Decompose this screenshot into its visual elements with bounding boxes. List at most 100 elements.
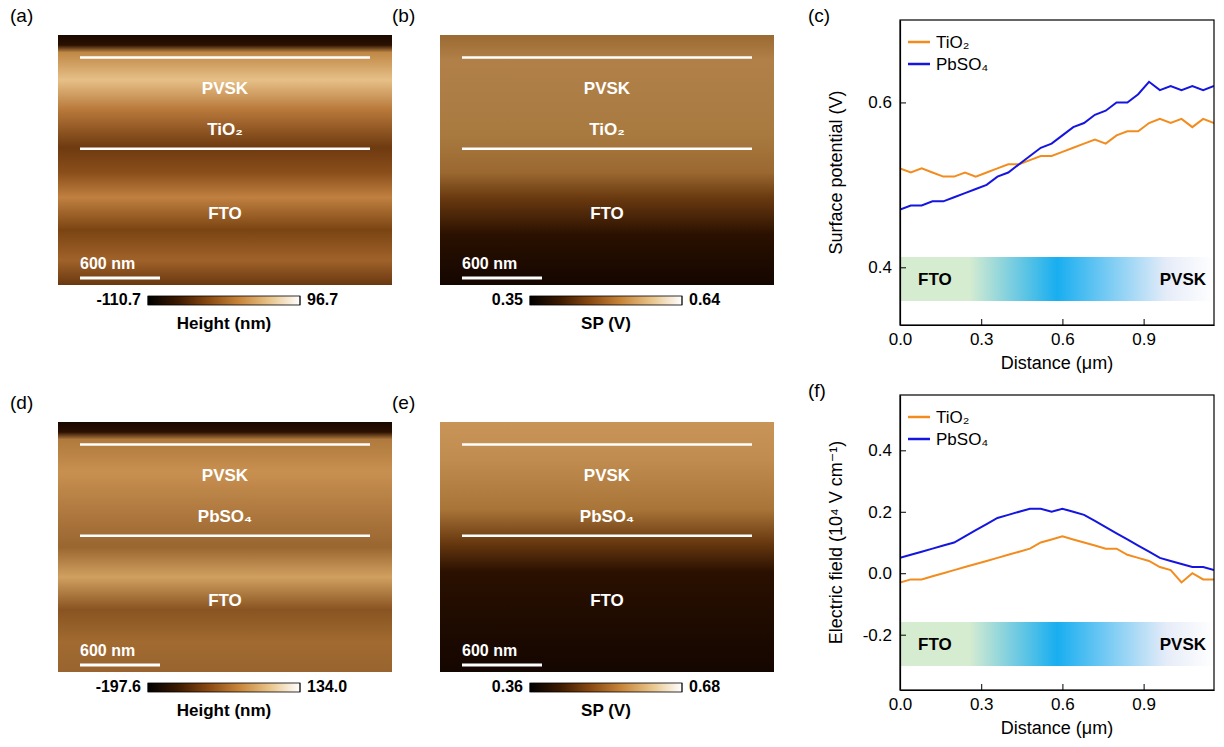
tick-mark xyxy=(900,102,906,103)
tick: 0.4 xyxy=(868,441,906,460)
axis-line xyxy=(901,690,1215,691)
legend-label: PbSO₄ xyxy=(936,430,988,449)
tick-label: 0.3 xyxy=(970,695,994,714)
axis-line xyxy=(900,396,901,691)
tick-label: 0.0 xyxy=(889,330,913,349)
tick: 0.3 xyxy=(970,319,994,349)
scale-bar-label: 600 nm xyxy=(80,255,135,272)
interface-line xyxy=(80,148,370,151)
colorbar-tick-label: -110.7 xyxy=(97,291,142,308)
panel-label: (d) xyxy=(10,392,33,413)
afm-map xyxy=(440,422,774,672)
tick-mark xyxy=(1062,684,1063,690)
tick-label: 0.9 xyxy=(1132,695,1156,714)
scale-bar-label: 600 nm xyxy=(80,642,135,659)
panel-label: (a) xyxy=(10,5,33,26)
y-axis: 0.4 0.6 xyxy=(868,21,906,326)
layer-label: PbSO₄ xyxy=(580,507,634,526)
layer-label: PbSO₄ xyxy=(198,507,252,526)
tick: -0.2 xyxy=(863,626,906,645)
layer-label: FTO xyxy=(208,204,242,223)
axis-line xyxy=(900,21,901,326)
figure: PVSK TiO₂ FTO 600 nm (a) -110.7 96.7 Height (nm… xyxy=(0,0,1224,747)
tick-mark xyxy=(1062,319,1063,325)
band-label: FTO xyxy=(918,270,952,289)
x-axis: 0.00.30.60.9 xyxy=(889,684,1215,714)
colorbar-tick-label: 0.68 xyxy=(689,678,720,695)
scale-bar xyxy=(80,664,160,667)
tick: 0.6 xyxy=(868,93,906,112)
colorbar-tick xyxy=(530,296,531,305)
layer-label: TiO₂ xyxy=(207,120,243,139)
tick-mark xyxy=(1144,684,1145,690)
panel-label: (f) xyxy=(808,380,826,401)
tick-label: 0.6 xyxy=(1051,695,1075,714)
afm-map xyxy=(58,35,392,285)
tick-label: 0.4 xyxy=(868,441,892,460)
tick-mark xyxy=(981,319,982,325)
panel-label: (b) xyxy=(392,5,415,26)
colorbar xyxy=(148,683,300,692)
band-label: FTO xyxy=(918,635,952,654)
interface-line xyxy=(80,56,370,59)
tick-label: 0.3 xyxy=(970,330,994,349)
colorbar-tick xyxy=(148,296,149,305)
tick-label: 0.0 xyxy=(868,564,892,583)
tick-label: 0.6 xyxy=(1051,330,1075,349)
legend-label: TiO₂ xyxy=(936,408,969,427)
layer-label: FTO xyxy=(590,591,624,610)
colorbar-tick-label: 0.36 xyxy=(492,678,523,695)
layer-label: PVSK xyxy=(202,79,249,98)
line-panel: FTOPVSK0.00.30.60.90.40.6Distance (μm)Su… xyxy=(808,5,1215,373)
colorbar-title: SP (V) xyxy=(581,314,631,333)
afm-map xyxy=(440,35,774,285)
x-axis-title: Distance (μm) xyxy=(1001,718,1113,738)
colorbar-tick xyxy=(530,683,531,692)
plot-area xyxy=(900,82,1214,301)
colorbar-tick xyxy=(682,296,683,305)
tick: 0.2 xyxy=(868,503,906,522)
band-label: PVSK xyxy=(1160,270,1207,289)
afm-map xyxy=(58,422,392,672)
position-band xyxy=(900,622,1214,666)
interface-line xyxy=(462,535,752,538)
tick-mark xyxy=(900,573,906,574)
panel-label: (c) xyxy=(808,5,830,26)
scale-bar xyxy=(462,277,542,280)
image-panel: PVSK TiO₂ FTO 600 nm (a) -110.7 96.7 Height (nm… xyxy=(10,5,392,333)
tick-label: -0.2 xyxy=(863,626,892,645)
colorbar-title: Height (nm) xyxy=(177,701,271,720)
legend: TiO₂ PbSO₄ xyxy=(908,33,988,74)
legend-swatch xyxy=(908,438,930,441)
tick-label: 0.6 xyxy=(868,93,892,112)
series-line xyxy=(900,509,1214,570)
colorbar xyxy=(148,296,300,305)
tick-mark xyxy=(981,684,982,690)
legend-label: TiO₂ xyxy=(936,33,969,52)
scale-bar-label: 600 nm xyxy=(462,642,517,659)
x-axis: 0.0 0.3 0.6 0.9 xyxy=(889,319,1215,349)
plot-frame xyxy=(900,395,1214,690)
colorbar-tick-label: 96.7 xyxy=(307,291,338,308)
legend-label: PbSO₄ xyxy=(936,55,988,74)
colorbar-tick-label: 0.64 xyxy=(689,291,720,308)
tick-mark xyxy=(900,450,906,451)
interface-line xyxy=(80,535,370,538)
colorbar-tick-label: 134.0 xyxy=(307,678,347,695)
position-band xyxy=(900,257,1214,301)
x-axis-title: Distance (μm) xyxy=(1001,353,1113,373)
layer-label: PVSK xyxy=(584,79,631,98)
image-panel: PVSKPbSO₄FTO600 nm(e)0.360.68SP (V) xyxy=(392,392,774,720)
band-label: PVSK xyxy=(1160,635,1207,654)
tick: 0.6 xyxy=(1051,319,1075,349)
panel-label: (e) xyxy=(392,392,415,413)
colorbar-title: Height (nm) xyxy=(177,314,271,333)
colorbar-tick xyxy=(300,296,301,305)
plot-area xyxy=(900,509,1214,666)
tick: 0.9 xyxy=(1132,319,1156,349)
interface-line xyxy=(462,443,752,446)
layer-label: FTO xyxy=(590,204,624,223)
tick-label: 0.4 xyxy=(868,258,892,277)
colorbar-tick xyxy=(682,683,683,692)
interface-line xyxy=(462,148,752,151)
